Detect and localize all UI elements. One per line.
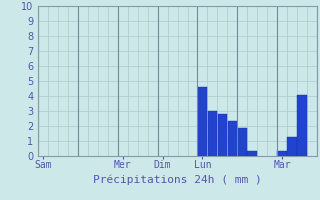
Bar: [237, 128, 247, 156]
Bar: [218, 114, 227, 156]
Bar: [247, 151, 257, 156]
Bar: [287, 137, 297, 156]
Bar: [228, 121, 237, 156]
Bar: [297, 95, 307, 156]
Bar: [198, 87, 207, 156]
Bar: [277, 151, 287, 156]
Bar: [208, 111, 217, 156]
X-axis label: Précipitations 24h ( mm ): Précipitations 24h ( mm ): [93, 174, 262, 185]
